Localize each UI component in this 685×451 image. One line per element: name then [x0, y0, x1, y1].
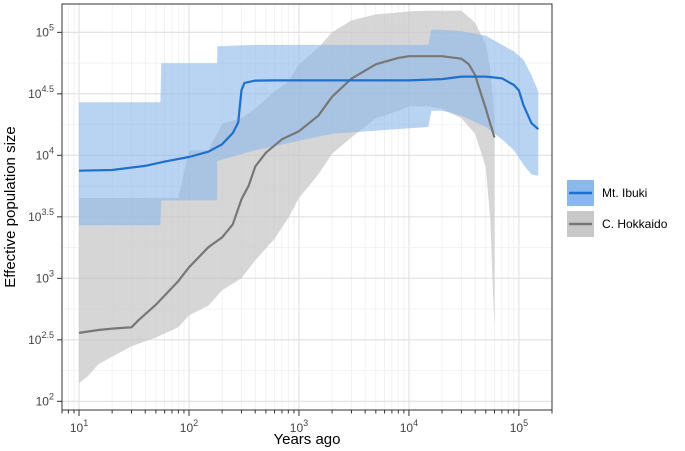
- band-mt-ibuki: [79, 29, 539, 226]
- x-axis-title: Years ago: [273, 431, 340, 448]
- legend-item-c-hokkaido: C. Hokkaido: [567, 211, 668, 237]
- y-tick-label: 104: [36, 145, 54, 162]
- legend-label-mt-ibuki: Mt. Ibuki: [602, 186, 647, 200]
- series-line-mt-ibuki: [78, 75, 540, 172]
- y-tick-label: 102: [36, 391, 54, 408]
- legend-item-mt-ibuki: Mt. Ibuki: [567, 180, 647, 206]
- legend: Mt. Ibuki C. Hokkaido: [567, 180, 668, 237]
- x-tick-label: 103: [290, 418, 308, 435]
- y-tick-label: 104.5: [28, 84, 54, 101]
- x-tick-label: 102: [180, 418, 198, 435]
- x-tick-label: 105: [510, 418, 528, 435]
- axis-ticks: 101 102 103 104 105 102 102.5 103 103.5 104 104.5 1…: [28, 22, 553, 435]
- y-tick-label: 103.5: [28, 207, 54, 224]
- y-tick-label: 102.5: [28, 330, 54, 347]
- y-tick-label: 103: [36, 268, 54, 285]
- y-axis-title: Effective population size: [2, 126, 19, 288]
- plot-panel-border: [61, 3, 553, 411]
- series-line-c-hokkaido: [78, 55, 496, 334]
- x-tick-label: 101: [70, 418, 88, 435]
- legend-label-c-hokkaido: C. Hokkaido: [602, 217, 668, 231]
- x-tick-label: 104: [400, 418, 418, 435]
- y-tick-label: 105: [36, 22, 54, 39]
- confidence-bands: [79, 10, 539, 384]
- series-lines: [78, 55, 540, 334]
